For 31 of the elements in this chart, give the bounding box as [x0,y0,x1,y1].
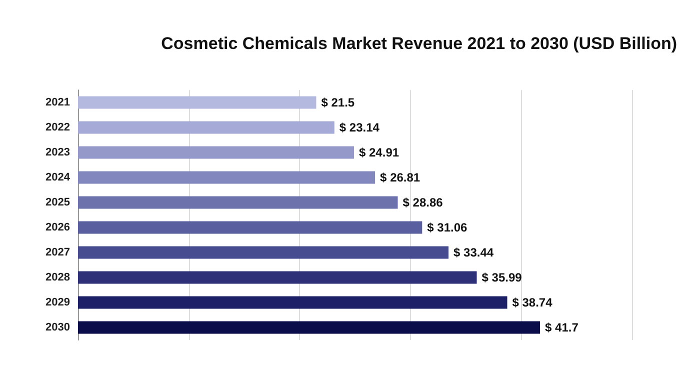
y-tick-label: 2029 [46,296,70,308]
data-label: $ 41.7 [545,320,579,334]
bar [78,146,354,159]
data-label: $ 33.44 [454,246,494,260]
y-tick-label: 2023 [46,146,70,158]
data-label: $ 21.5 [321,96,355,110]
y-tick-label: 2030 [46,322,70,334]
y-tick-label: 2021 [46,96,70,108]
bar [78,196,398,209]
y-tick-label: 2027 [46,246,70,258]
bar [78,221,422,234]
data-label: $ 35.99 [482,270,522,284]
y-tick-label: 2022 [46,122,70,134]
chart-title: Cosmetic Chemicals Market Revenue 2021 to 2030 (USD Billion) [161,34,678,53]
data-label: $ 23.14 [339,120,380,134]
y-tick-label: 2028 [46,272,70,284]
bar [78,296,508,309]
bar [78,171,376,184]
data-label: $ 24.91 [359,146,400,160]
data-label: $ 26.81 [380,170,420,184]
bar [78,271,477,284]
y-tick-label: 2025 [46,196,70,208]
y-tick-label: 2024 [46,172,71,184]
data-label: $ 31.06 [427,220,468,234]
y-tick-label: 2026 [46,222,70,234]
bar [78,121,334,134]
bar [78,246,449,259]
bar [78,321,540,334]
data-label: $ 38.74 [512,296,553,310]
data-label: $ 28.86 [402,196,444,210]
bar [78,96,316,109]
